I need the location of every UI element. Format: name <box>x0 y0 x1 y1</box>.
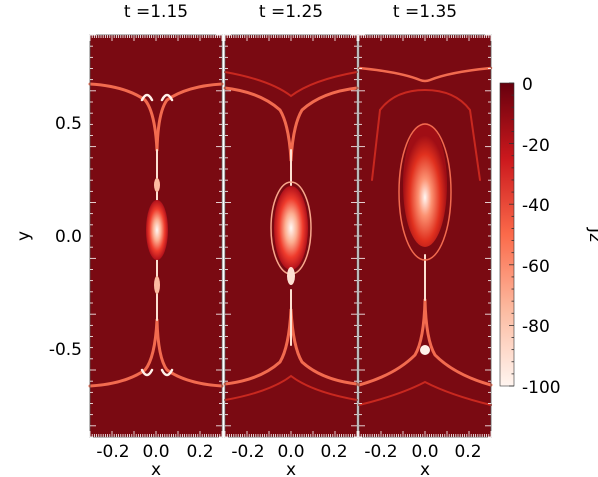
panel-2-x-axis: -0.2 0.0 0.2 x <box>231 442 347 477</box>
panel-3-x-tick-label-2: 0.2 <box>454 442 481 462</box>
panel-3-x-axis: -0.2 0.0 0.2 x <box>364 442 481 477</box>
panel-3 <box>357 34 493 438</box>
panel-2-plasmoid <box>274 186 308 270</box>
colorbar-gradient <box>499 82 515 387</box>
panel-3-x-label: x <box>420 460 430 477</box>
colorbar-label: Jz <box>585 227 598 242</box>
panel-1-x-axis: -0.2 0.0 0.2 x <box>96 442 213 477</box>
panel-2-x-tick-label-2: 0.2 <box>320 442 347 462</box>
colorbar-tick-label-4: -80 <box>522 317 550 337</box>
panel-2-x-label: x <box>286 460 296 477</box>
panel-2-x-tick-label-1: 0.0 <box>277 442 304 462</box>
panel-3-current-sheets <box>357 66 493 406</box>
panel-2-title: t =1.25 <box>259 2 323 22</box>
colorbar-tick-marks <box>509 82 514 387</box>
panel-1-small-plasmoid-upper <box>154 178 160 192</box>
colorbar: 0 -20 -40 -60 -80 -100 Jz <box>499 75 598 398</box>
panel-2 <box>223 34 359 438</box>
panel-2-small-plasmoid <box>287 267 295 285</box>
panel-3-x-tick-label-0: -0.2 <box>364 442 397 462</box>
y-tick-label-2: -0.5 <box>49 340 82 360</box>
colorbar-tick-label-3: -60 <box>522 257 550 277</box>
panel-3-title: t =1.35 <box>393 2 457 22</box>
colorbar-tick-label-0: 0 <box>522 75 533 95</box>
panel-1-x-tick-label-1: 0.0 <box>142 442 169 462</box>
panel-2-current-sheets <box>223 71 359 401</box>
panel-1-plasmoid <box>146 200 168 260</box>
colorbar-tick-label-2: -40 <box>522 196 550 216</box>
panel-3-small-plasmoid <box>420 345 430 355</box>
tick-marks <box>89 34 492 438</box>
panel-1-x-tick-label-2: 0.2 <box>186 442 213 462</box>
colorbar-tick-label-1: -20 <box>522 136 550 156</box>
panel-1-small-plasmoid-lower <box>154 276 160 294</box>
panel-1-current-sheets <box>88 82 224 388</box>
panel-3-x-tick-label-1: 0.0 <box>411 442 438 462</box>
colorbar-tick-label-5: -100 <box>522 378 561 398</box>
panel-3-plasmoid <box>403 123 447 247</box>
y-tick-label-1: 0.0 <box>55 227 82 247</box>
y-axis-label: y <box>14 231 34 241</box>
panel-3-plasmoid-ring <box>398 123 452 261</box>
panel-1-title: t =1.15 <box>124 2 188 22</box>
panel-1-x-label: x <box>151 460 161 477</box>
panel-1 <box>88 34 224 438</box>
panel-2-x-tick-label-0: -0.2 <box>231 442 264 462</box>
y-tick-label-0: 0.5 <box>55 114 82 134</box>
panel-1-x-tick-label-0: -0.2 <box>96 442 129 462</box>
